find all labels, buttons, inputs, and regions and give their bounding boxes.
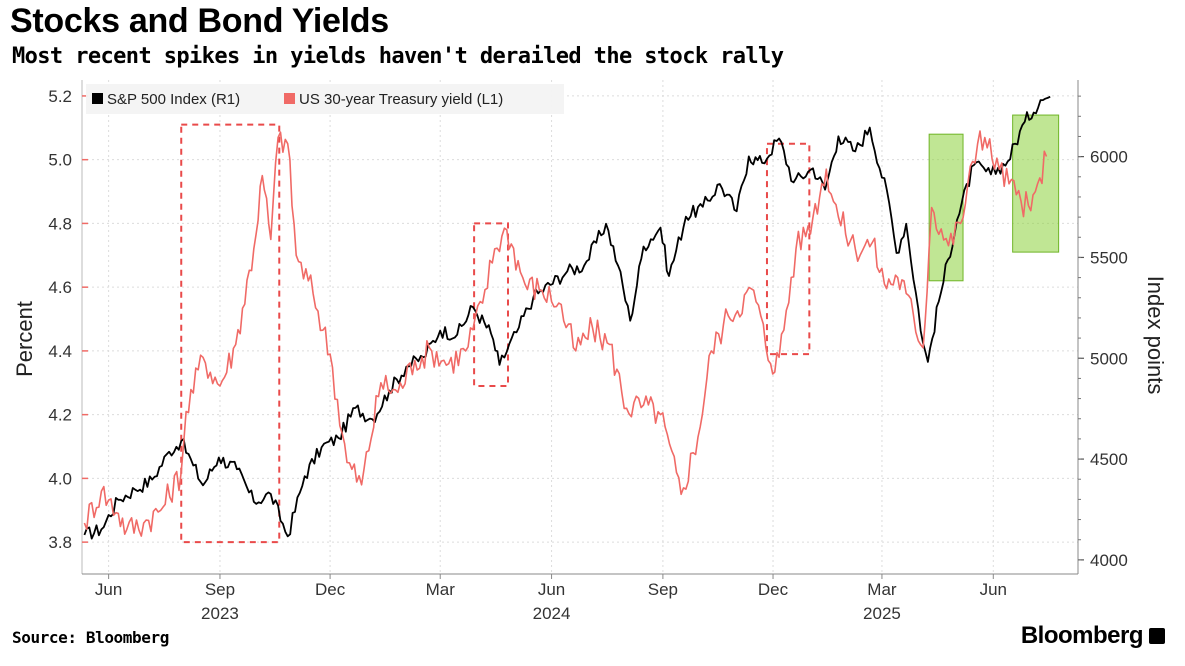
right-tick-label: 6000 <box>1090 148 1128 167</box>
brand-label: Bloomberg <box>1020 622 1144 649</box>
left-tick-label: 4.8 <box>48 214 72 233</box>
legend-label: US 30-year Treasury yield (L1) <box>299 91 503 108</box>
series-line-sp500 <box>83 95 1051 540</box>
chat-icon <box>1149 628 1165 644</box>
x-tick-label: Jun <box>538 580 565 599</box>
highlight-dashed-box <box>473 222 509 387</box>
x-tick-label: Dec <box>315 580 346 599</box>
year-label: 2024 <box>533 604 571 623</box>
series-line-treasury-yield <box>83 130 1048 537</box>
left-tick-label: 5.0 <box>48 151 72 170</box>
year-label: 2023 <box>201 604 239 623</box>
highlight-dashed-box <box>765 142 811 356</box>
x-tick-label: Sep <box>205 580 235 599</box>
brand-logo: Bloomberg <box>1021 622 1165 650</box>
left-tick-label: 4.6 <box>48 278 72 297</box>
chart-legend: S&P 500 Index (R1) US 30-year Treasury yi… <box>86 84 564 114</box>
left-tick-label: 5.2 <box>48 87 72 106</box>
x-tick-label: Dec <box>758 580 789 599</box>
left-axis-title: Percent <box>12 301 37 377</box>
legend-background <box>86 84 564 114</box>
highlight-dashed-box <box>180 123 281 544</box>
x-tick-label: Jun <box>980 580 1007 599</box>
highlight-green-box <box>928 133 964 282</box>
highlight-green-box <box>1012 114 1060 253</box>
right-axis-title: Index points <box>1143 276 1168 395</box>
left-tick-label: 4.0 <box>48 469 72 488</box>
right-tick-label: 4500 <box>1090 450 1128 469</box>
legend-swatch <box>92 93 103 104</box>
left-tick-label: 4.4 <box>48 342 72 361</box>
right-tick-label: 5500 <box>1090 248 1128 267</box>
x-tick-label: Mar <box>426 580 456 599</box>
year-label: 2025 <box>863 604 901 623</box>
right-tick-label: 4000 <box>1090 551 1128 570</box>
x-tick-label: Mar <box>867 580 897 599</box>
x-tick-label: Jun <box>95 580 122 599</box>
source-note: Source: Bloomberg <box>12 628 169 647</box>
x-tick-label: Sep <box>648 580 678 599</box>
legend-swatch <box>284 93 295 104</box>
page-title: Stocks and Bond Yields <box>10 2 389 40</box>
left-tick-label: 4.2 <box>48 406 72 425</box>
left-tick-label: 3.8 <box>48 533 72 552</box>
right-tick-label: 5000 <box>1090 349 1128 368</box>
legend-label: S&P 500 Index (R1) <box>107 91 240 108</box>
page-subtitle: Most recent spikes in yields haven't der… <box>12 44 784 69</box>
